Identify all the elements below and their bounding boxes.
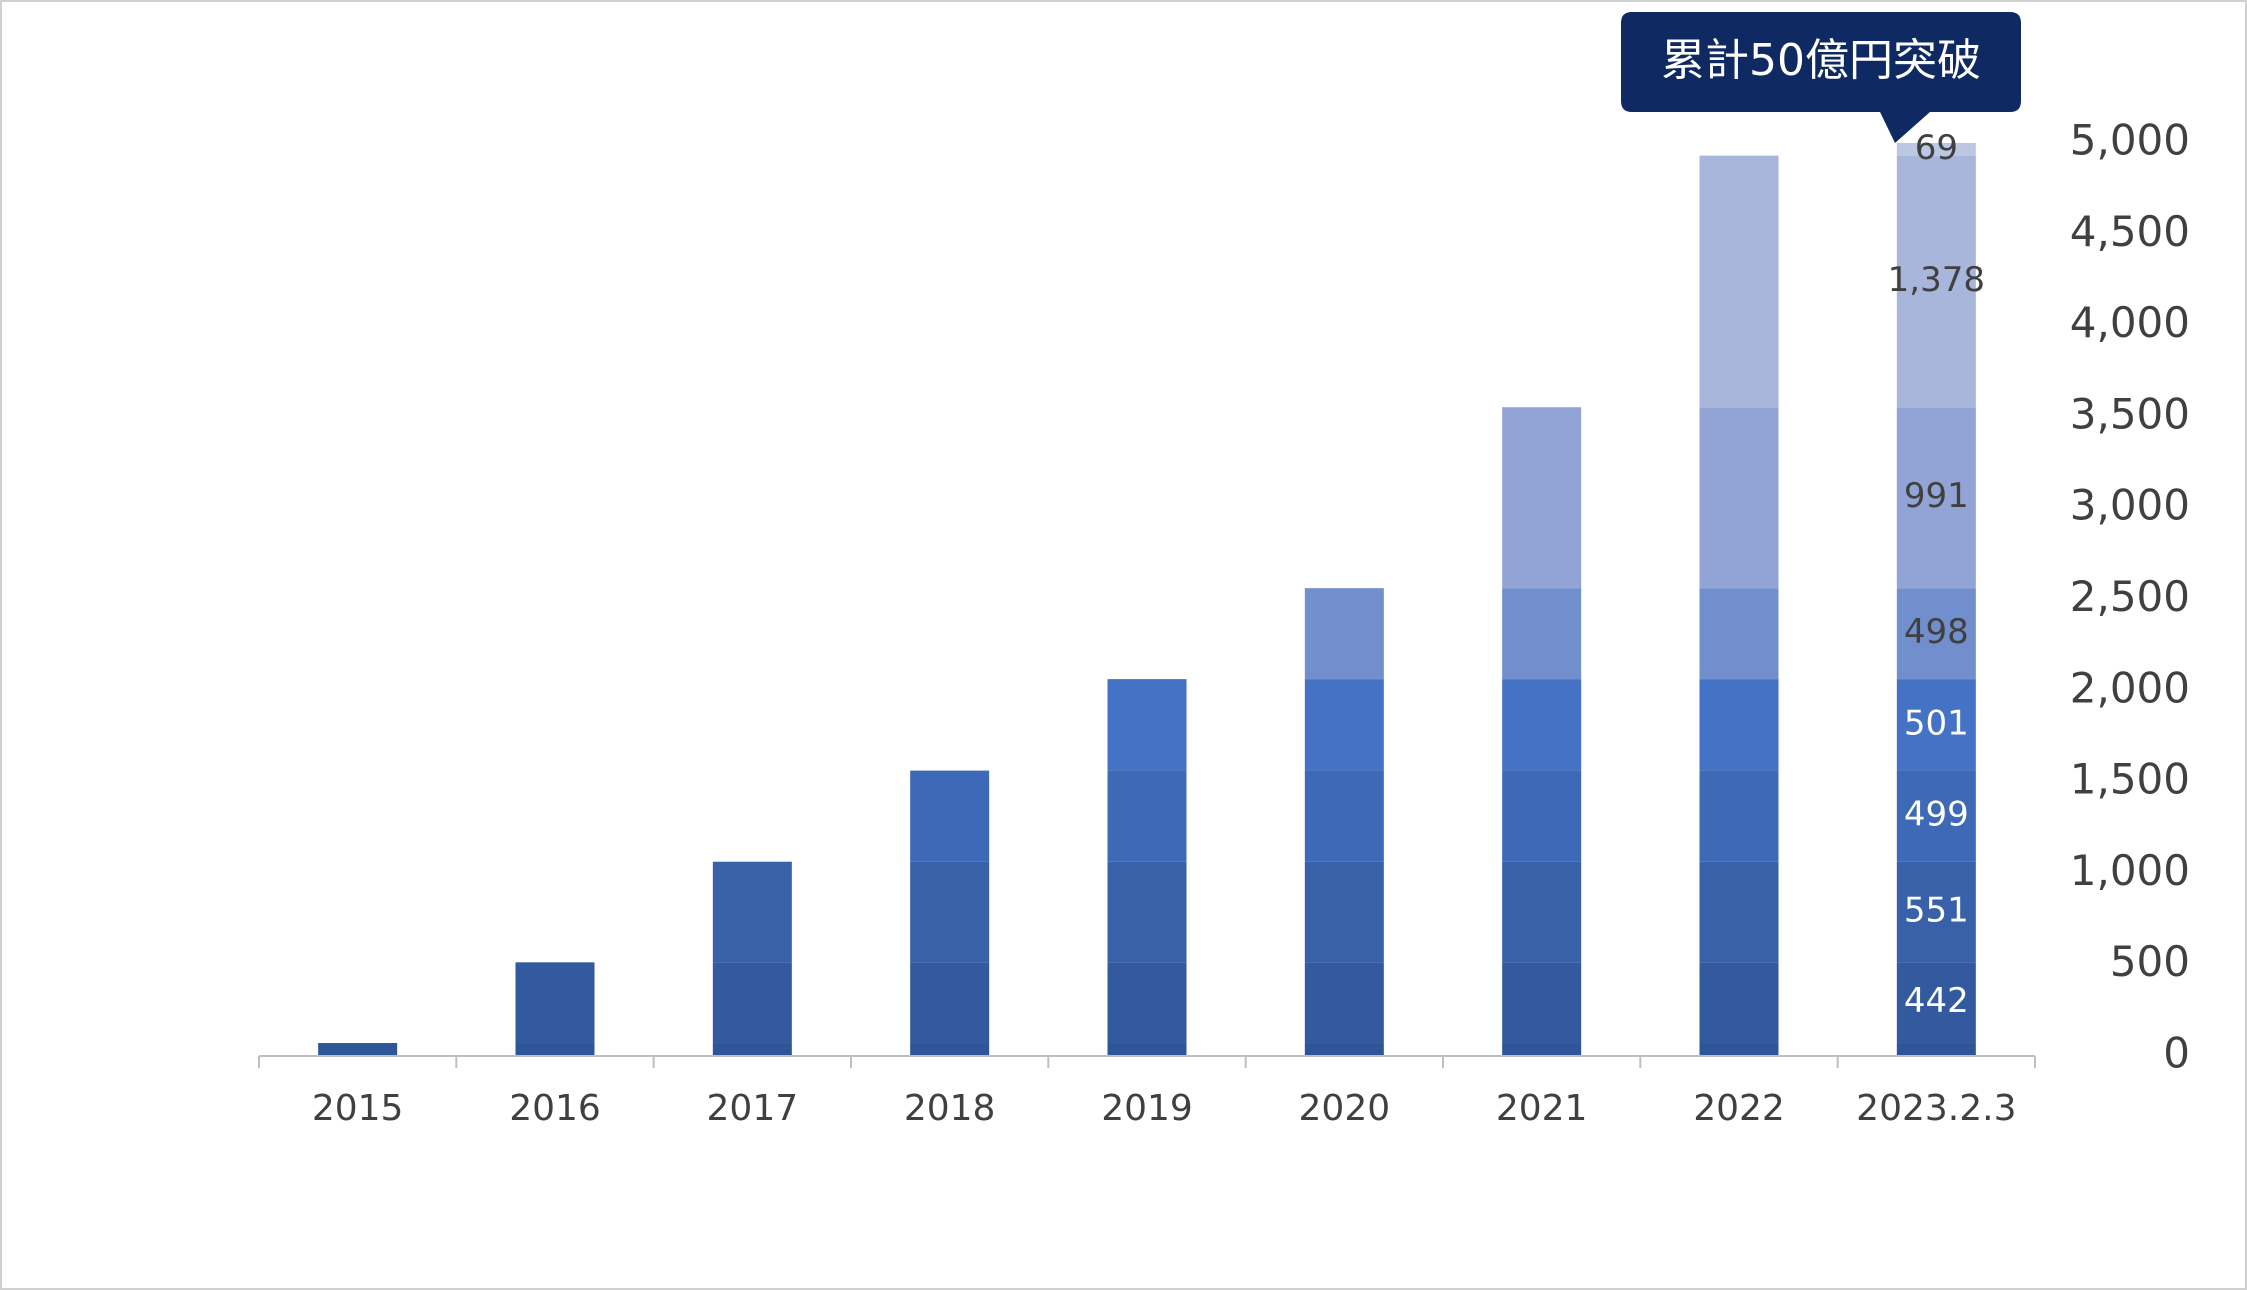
y-tick-label: 5,000	[2070, 116, 2190, 165]
bar-segment	[1896, 407, 1976, 589]
bar-segment	[1107, 1043, 1187, 1056]
bar-segment	[1107, 770, 1187, 862]
bar-segment	[1107, 962, 1187, 1044]
bar-segment	[1502, 679, 1582, 771]
bar-segment	[1107, 861, 1187, 963]
data-label: 442	[1904, 981, 1969, 1021]
bar-segment	[1699, 861, 1779, 963]
bar-segment	[712, 962, 792, 1044]
y-tick-label: 1,000	[2070, 846, 2190, 895]
callout	[1621, 12, 2021, 143]
bar-segment	[1896, 770, 1976, 862]
x-tick-label: 2020	[1299, 1088, 1391, 1129]
bar-segment	[1699, 962, 1779, 1044]
bar-segment	[1699, 155, 1779, 408]
bar-segment	[1896, 679, 1976, 771]
bar-segment	[1699, 1043, 1779, 1056]
y-tick-label: 1,500	[2070, 755, 2190, 804]
x-tick-label: 2019	[1101, 1088, 1193, 1129]
bar-segment	[1896, 155, 1976, 408]
x-tick-label: 2021	[1496, 1088, 1588, 1129]
bar-segment	[910, 770, 990, 862]
bar-segment	[515, 962, 595, 1044]
bar-segment	[1304, 679, 1384, 771]
y-tick-label: 3,500	[2070, 389, 2190, 438]
bar-segment	[318, 1043, 398, 1056]
data-label: 991	[1904, 476, 1969, 516]
x-tick-label: 2017	[707, 1088, 799, 1129]
y-tick-label: 500	[2110, 937, 2190, 986]
bar-segment	[910, 962, 990, 1044]
bar-segment	[910, 1043, 990, 1056]
bar-segment	[1304, 770, 1384, 862]
x-tick-label: 2018	[904, 1088, 996, 1129]
bar-segment	[1896, 1043, 1976, 1056]
bar-segment	[1699, 770, 1779, 862]
bar-segment	[1502, 1043, 1582, 1056]
bar-segment	[1502, 588, 1582, 680]
data-label: 499	[1904, 795, 1969, 835]
x-tick-label: 2023.2.3	[1856, 1088, 2016, 1129]
x-tick-label: 2016	[509, 1088, 601, 1129]
bar-segment	[1896, 588, 1976, 680]
bar-segment	[712, 861, 792, 963]
bar-segment	[1896, 143, 1976, 156]
data-label: 551	[1904, 891, 1969, 931]
bar-segment	[1304, 588, 1384, 680]
bar-segment	[910, 861, 990, 963]
y-tick-label: 3,000	[2070, 481, 2190, 530]
bar-segment	[1502, 861, 1582, 963]
y-tick-label: 2,500	[2070, 572, 2190, 621]
bar-segment	[1304, 1043, 1384, 1056]
data-label: 501	[1904, 703, 1969, 743]
y-tick-label: 2,000	[2070, 663, 2190, 712]
bar-segment	[515, 1043, 595, 1056]
y-tick-label: 0	[2163, 1029, 2190, 1078]
bar-segment	[1107, 679, 1187, 771]
bar-segment	[1502, 770, 1582, 862]
x-tick-label: 2022	[1693, 1088, 1785, 1129]
data-label: 69	[1915, 128, 1958, 168]
bar-segment	[1896, 861, 1976, 963]
data-label: 498	[1904, 612, 1969, 652]
data-label: 1,378	[1888, 260, 1985, 300]
bar-segment	[1502, 407, 1582, 589]
bar-segment	[1896, 962, 1976, 1044]
bar-segment	[712, 1043, 792, 1056]
bar-segment	[1304, 962, 1384, 1044]
annotation: 累計50億円突破	[1661, 35, 1981, 86]
y-tick-label: 4,000	[2070, 298, 2190, 347]
x-tick-label: 2015	[312, 1088, 404, 1129]
bar-segment	[1699, 588, 1779, 680]
bar-segment	[1699, 407, 1779, 589]
bar-segment	[1699, 679, 1779, 771]
bar-segment	[1304, 861, 1384, 963]
bar-segment	[1502, 962, 1582, 1044]
y-tick-label: 4,500	[2070, 207, 2190, 256]
